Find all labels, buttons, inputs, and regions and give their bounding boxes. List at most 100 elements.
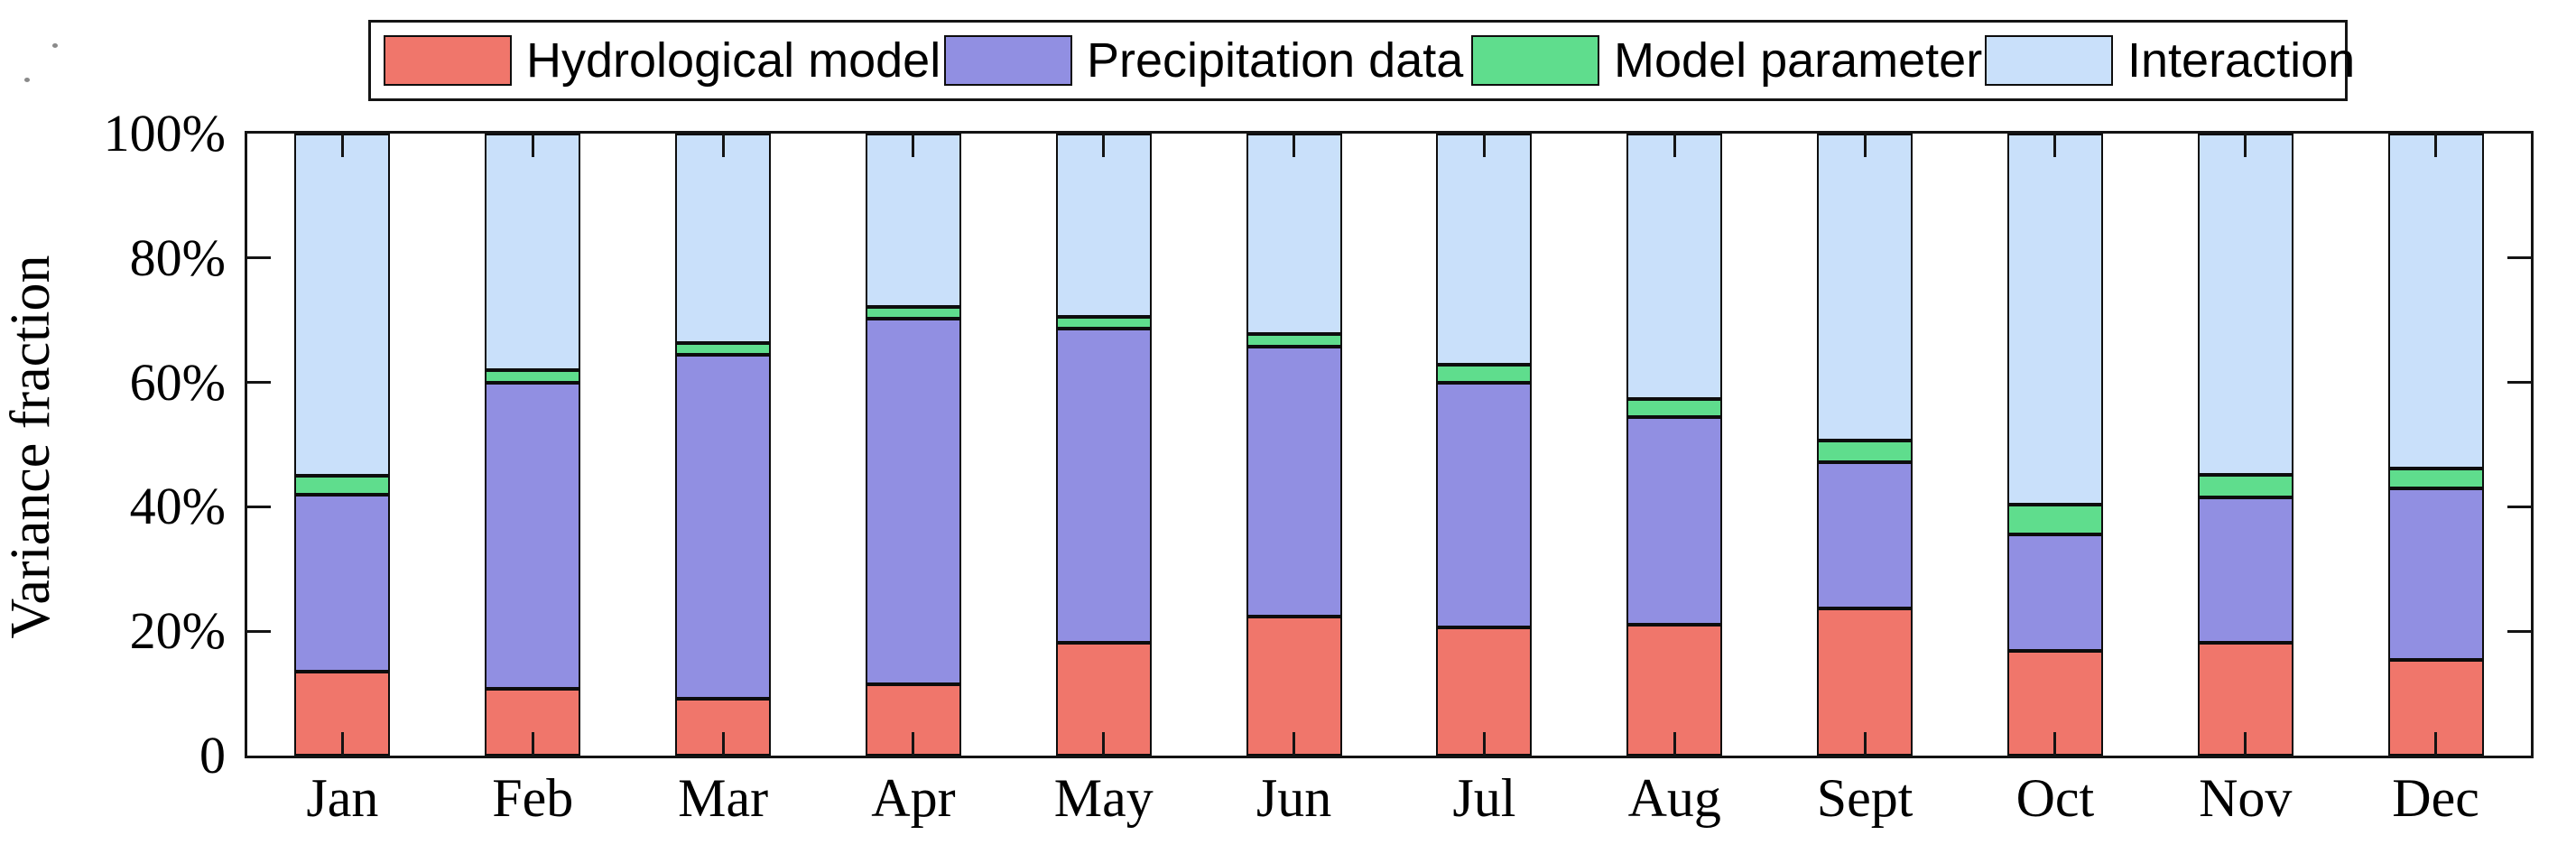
y-tick-label-40: 40%	[129, 477, 226, 536]
bar-segment-oct-model-parameter	[2006, 504, 2103, 534]
x-tick-bottom-may	[1102, 732, 1106, 756]
x-tick-bottom-sept	[1863, 732, 1867, 756]
bar-segment-may-interaction	[1055, 134, 1152, 318]
y-tick-label-0: 0	[199, 726, 226, 784]
bar-segment-sept-interaction	[1817, 134, 1913, 441]
y-tick-left-20	[247, 629, 271, 633]
x-tick-label-sept: Sept	[1816, 768, 1913, 828]
x-tick-top-apr	[912, 134, 915, 157]
bar-segment-jul-model-parameter	[1436, 365, 1533, 383]
bar-segment-apr-interaction	[865, 134, 961, 308]
bar-segment-jan-interaction	[294, 134, 391, 476]
x-tick-top-may	[1102, 134, 1106, 157]
x-tick-label-oct: Oct	[2015, 768, 2095, 828]
bar-segment-oct-precipitation-data	[2006, 534, 2103, 652]
legend-label-interaction: Interaction	[2127, 33, 2356, 88]
x-tick-label-jun: Jun	[1256, 768, 1332, 828]
x-tick-label-apr: Apr	[871, 768, 956, 828]
legend: Hydrological model Precipitation data Mode…	[368, 20, 2355, 101]
bar-segment-feb-interaction	[485, 134, 581, 370]
y-tick-right-60	[2507, 381, 2531, 385]
bar-segment-jul-hydrological-model	[1436, 627, 1533, 756]
x-tick-bottom-mar	[721, 732, 725, 756]
x-tick-label-nov: Nov	[2199, 768, 2293, 828]
x-tick-label-jan: Jan	[306, 768, 379, 828]
y-tick-right-80	[2507, 256, 2531, 260]
bar-segment-may-precipitation-data	[1055, 329, 1152, 643]
y-tick-left-80	[247, 256, 271, 260]
plot-area	[245, 131, 2534, 758]
y-tick-left-60	[247, 381, 271, 385]
bar-segment-dec-precipitation-data	[2387, 488, 2484, 660]
bar-segment-aug-interaction	[1626, 134, 1723, 399]
bar-segment-jul-interaction	[1436, 134, 1533, 366]
x-tick-top-jun	[1293, 134, 1296, 157]
bar-segment-mar-interaction	[675, 134, 772, 344]
x-tick-bottom-jan	[340, 732, 344, 756]
bar-segment-sept-model-parameter	[1817, 441, 1913, 462]
legend-swatch-model-parameter	[1471, 35, 1599, 86]
x-tick-bottom-aug	[1673, 732, 1676, 756]
y-tick-label-20: 20%	[129, 601, 226, 661]
x-tick-bottom-feb	[531, 732, 534, 756]
bar-segment-jul-precipitation-data	[1436, 382, 1533, 628]
x-tick-top-nov	[2244, 134, 2247, 157]
x-tick-top-aug	[1673, 134, 1676, 157]
artifact-speck	[24, 78, 30, 82]
x-tick-bottom-nov	[2244, 732, 2247, 756]
bar-segment-aug-model-parameter	[1626, 398, 1723, 417]
legend-item-precipitation-data: Precipitation data	[944, 23, 1463, 98]
bar-segment-nov-model-parameter	[2197, 475, 2293, 498]
legend-item-interaction: Interaction	[1985, 23, 2355, 98]
bar-segment-feb-model-parameter	[485, 369, 581, 383]
y-tick-label-100: 100%	[103, 104, 226, 162]
x-tick-top-dec	[2434, 134, 2438, 157]
bar-segment-may-model-parameter	[1055, 317, 1152, 330]
bar-segment-nov-precipitation-data	[2197, 497, 2293, 643]
bar-segment-jan-model-parameter	[294, 475, 391, 495]
bar-segment-sept-hydrological-model	[1817, 608, 1913, 756]
x-tick-top-jan	[340, 134, 344, 157]
y-tick-label-80: 80%	[129, 227, 226, 287]
bar-segment-jun-interaction	[1246, 134, 1342, 334]
bar-segment-dec-interaction	[2387, 134, 2484, 469]
bar-segment-nov-interaction	[2197, 134, 2293, 476]
legend-swatch-precipitation-data	[944, 35, 1072, 86]
x-tick-label-may: May	[1053, 768, 1154, 828]
legend-item-model-parameter: Model parameter	[1471, 23, 1982, 98]
x-tick-label-aug: Aug	[1627, 768, 1721, 828]
x-tick-label-jul: Jul	[1452, 768, 1516, 828]
y-tick-right-40	[2507, 505, 2531, 508]
bar-segment-mar-precipitation-data	[675, 354, 772, 699]
bar-segment-oct-interaction	[2006, 134, 2103, 505]
x-tick-top-feb	[531, 134, 534, 157]
x-tick-top-jul	[1482, 134, 1486, 157]
legend-swatch-interaction	[1985, 35, 2113, 86]
legend-label-hydrological-model: Hydrological model	[526, 33, 941, 88]
x-tick-label-dec: Dec	[2392, 768, 2479, 828]
bar-segment-jan-precipitation-data	[294, 494, 391, 672]
legend-label-model-parameter: Model parameter	[1614, 33, 1983, 88]
x-tick-bottom-dec	[2434, 732, 2438, 756]
legend-item-hydrological-model: Hydrological model	[384, 23, 941, 98]
artifact-speck	[52, 43, 58, 48]
bar-segment-apr-precipitation-data	[865, 319, 961, 684]
x-tick-top-oct	[2053, 134, 2057, 157]
y-tick-label-60: 60%	[129, 352, 226, 412]
x-tick-bottom-oct	[2053, 732, 2057, 756]
y-tick-right-20	[2507, 629, 2531, 633]
x-tick-label-feb: Feb	[492, 768, 574, 828]
x-tick-top-mar	[721, 134, 725, 157]
bar-segment-aug-precipitation-data	[1626, 416, 1723, 626]
x-tick-bottom-apr	[912, 732, 915, 756]
bar-segment-feb-precipitation-data	[485, 382, 581, 690]
x-tick-top-sept	[1863, 134, 1867, 157]
bar-segment-sept-precipitation-data	[1817, 461, 1913, 609]
y-tick-left-40	[247, 505, 271, 508]
bar-segment-jun-precipitation-data	[1246, 347, 1342, 617]
bar-segment-dec-model-parameter	[2387, 469, 2484, 489]
x-tick-label-mar: Mar	[678, 768, 769, 828]
bar-segment-mar-model-parameter	[675, 343, 772, 355]
legend-swatch-hydrological-model	[384, 35, 512, 86]
